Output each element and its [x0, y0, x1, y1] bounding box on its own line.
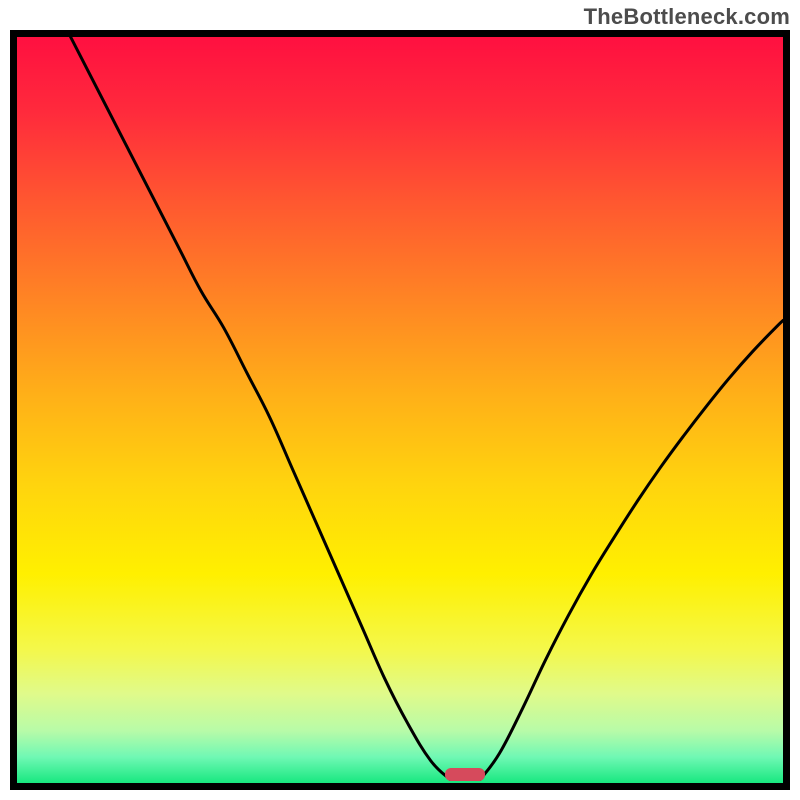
chart-frame [10, 30, 790, 790]
watermark-text: TheBottleneck.com [584, 4, 790, 30]
